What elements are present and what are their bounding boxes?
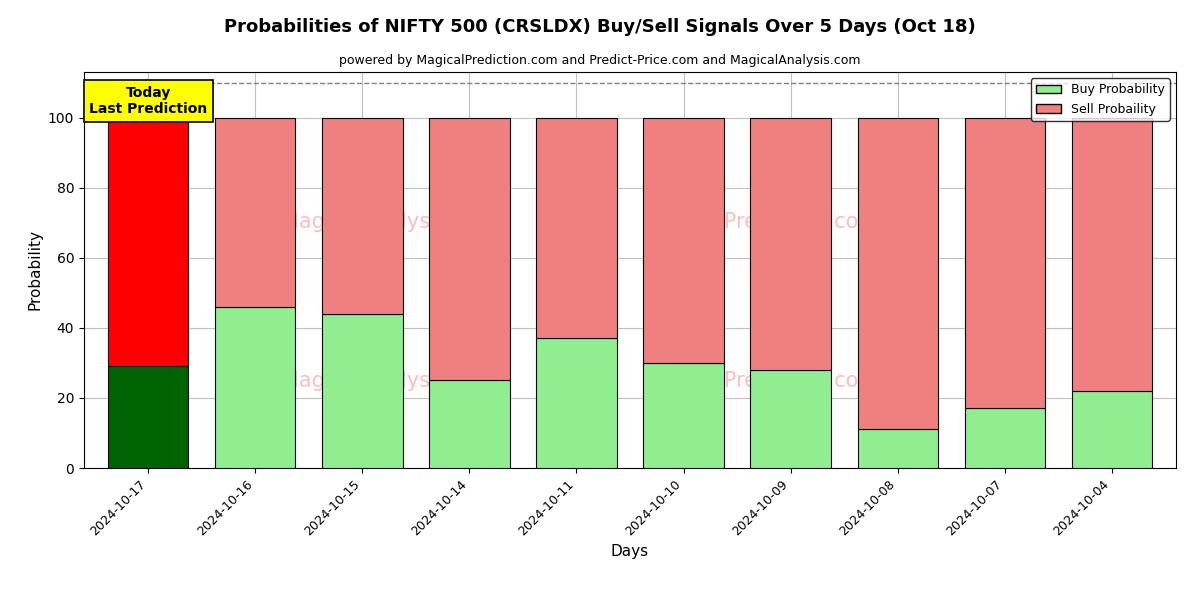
Bar: [1072, 391, 1152, 468]
Bar: [323, 314, 402, 468]
Text: Probabilities of NIFTY 500 (CRSLDX) Buy/Sell Signals Over 5 Days (Oct 18): Probabilities of NIFTY 500 (CRSLDX) Buy/…: [224, 18, 976, 36]
Bar: [643, 118, 724, 363]
Text: MagicalPrediction.com: MagicalPrediction.com: [643, 212, 878, 232]
Text: powered by MagicalPrediction.com and Predict-Price.com and MagicalAnalysis.com: powered by MagicalPrediction.com and Pre…: [340, 54, 860, 67]
Legend: Buy Probability, Sell Probaility: Buy Probability, Sell Probaility: [1031, 78, 1170, 121]
Bar: [750, 370, 830, 468]
Bar: [108, 118, 188, 367]
Bar: [536, 118, 617, 338]
Bar: [750, 118, 830, 370]
Bar: [643, 363, 724, 468]
Text: MagicalAnalysis.com: MagicalAnalysis.com: [281, 212, 498, 232]
Bar: [965, 118, 1045, 409]
Bar: [215, 307, 295, 468]
Bar: [430, 380, 510, 468]
Bar: [108, 367, 188, 468]
Bar: [1072, 118, 1152, 391]
Bar: [858, 118, 937, 430]
Text: Today
Last Prediction: Today Last Prediction: [89, 86, 208, 116]
Bar: [430, 118, 510, 380]
Bar: [536, 338, 617, 468]
Bar: [323, 118, 402, 314]
Bar: [858, 430, 937, 468]
X-axis label: Days: Days: [611, 544, 649, 559]
Text: MagicalAnalysis.com: MagicalAnalysis.com: [281, 371, 498, 391]
Text: MagicalPrediction.com: MagicalPrediction.com: [643, 371, 878, 391]
Y-axis label: Probability: Probability: [28, 229, 42, 311]
Bar: [965, 409, 1045, 468]
Bar: [215, 118, 295, 307]
